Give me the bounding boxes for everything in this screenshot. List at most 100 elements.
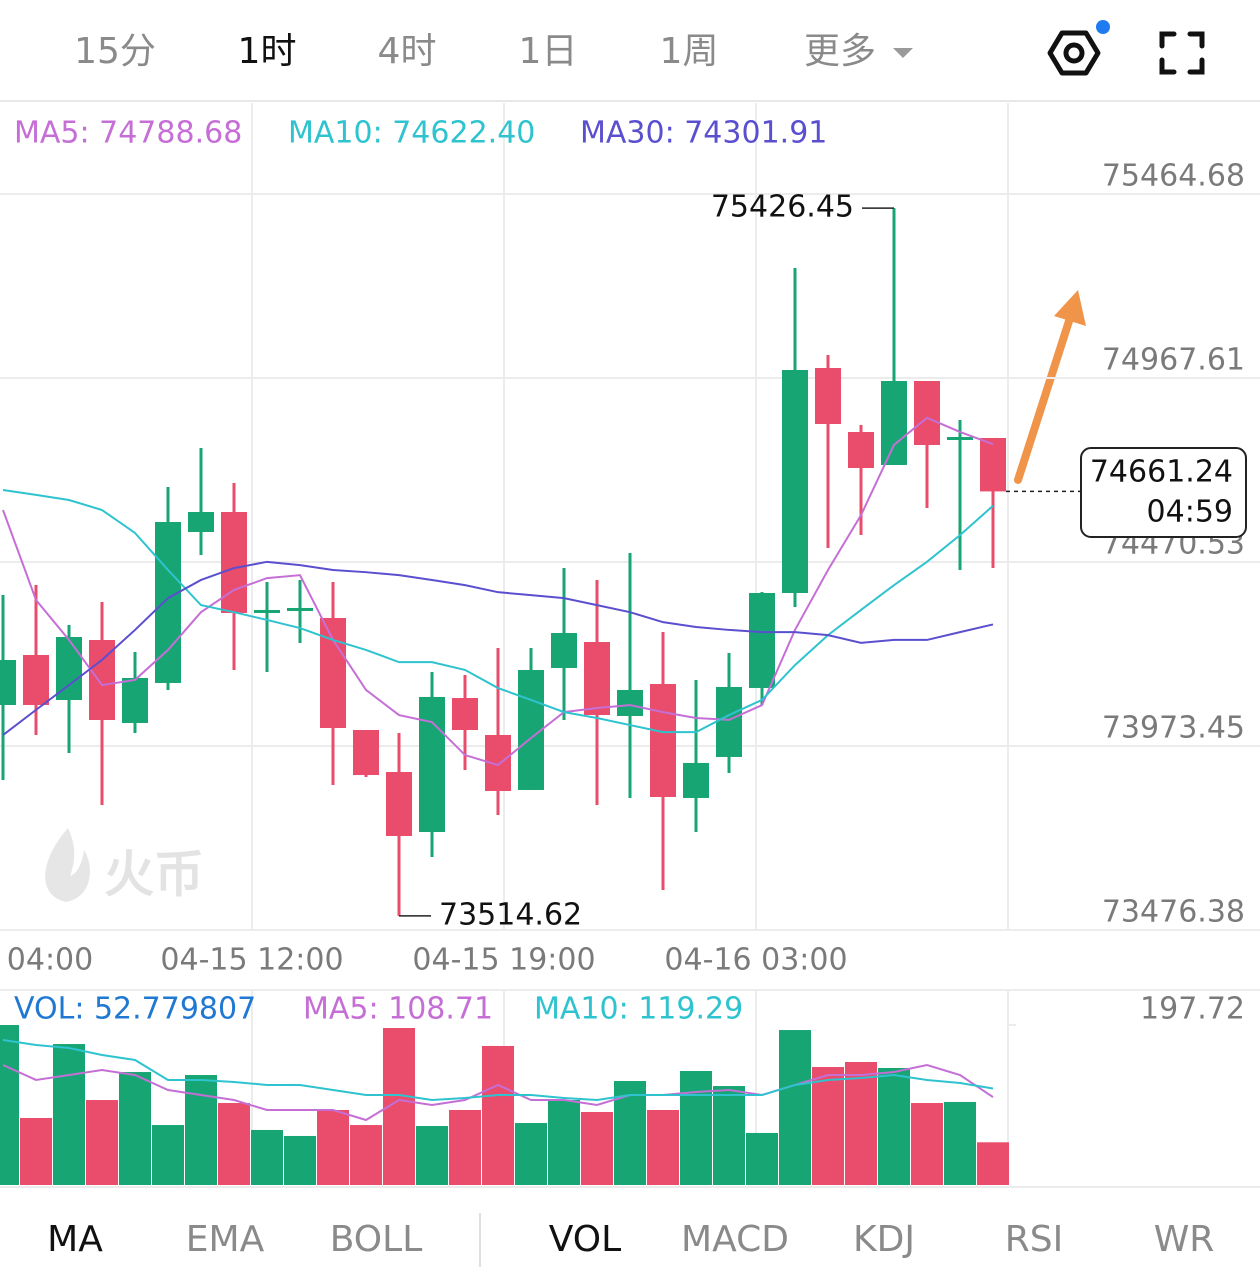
x-tick-label: 04-16 03:00	[664, 943, 847, 978]
indicator-tab[interactable]: BOLL	[330, 1219, 423, 1260]
indicator-tab[interactable]: EMA	[186, 1219, 265, 1260]
candle-body	[914, 380, 940, 445]
volume-bar	[548, 1100, 580, 1185]
ma-line	[2, 1063, 994, 1122]
volume-bar	[0, 1025, 19, 1185]
volume-bar	[944, 1101, 976, 1185]
trend-arrow	[1014, 290, 1086, 484]
volume-bar	[416, 1126, 448, 1185]
fullscreen-icon[interactable]	[1159, 31, 1205, 75]
volume-bar	[977, 1142, 1009, 1185]
candle-body	[254, 609, 280, 613]
candle-body	[419, 696, 445, 833]
candle-body	[188, 511, 214, 532]
x-tick-label: 04-15 12:00	[160, 943, 343, 978]
volume-bar	[218, 1103, 250, 1185]
candle-body	[815, 368, 841, 425]
candle-body	[782, 370, 808, 593]
legend-entry: MA30: 74301.91	[580, 116, 827, 151]
volume-bar	[647, 1109, 679, 1185]
candle-body	[617, 689, 643, 716]
x-tick-label: 04-15 19:00	[412, 943, 595, 978]
volume-bar	[779, 1030, 811, 1185]
countdown: 04:59	[1147, 495, 1233, 530]
indicator-tab[interactable]: RSI	[1005, 1219, 1063, 1260]
legend-entry: MA10: 74622.40	[288, 116, 535, 151]
y-tick-label: 74967.61	[1102, 342, 1245, 377]
volume-bar	[86, 1100, 118, 1185]
high-label: 75426.45	[711, 190, 854, 225]
legend-entry: MA5: 108.71	[303, 992, 493, 1027]
x-tick-label: 04:00	[7, 943, 93, 978]
last-price: 74661.24	[1090, 455, 1233, 490]
interval-tab[interactable]: 1时	[238, 31, 297, 72]
candle-body	[122, 677, 148, 723]
volume-bar	[53, 1044, 85, 1185]
legend-entry: MA10: 119.29	[534, 992, 743, 1027]
watermark: 火币	[45, 828, 204, 904]
candle-body	[386, 772, 412, 837]
candle-body	[683, 762, 709, 798]
indicator-tab[interactable]: KDJ	[853, 1219, 915, 1260]
candle-body	[584, 642, 610, 715]
indicator-tab[interactable]: WR	[1154, 1219, 1215, 1260]
volume-bar	[20, 1117, 52, 1185]
candle-body	[320, 617, 346, 728]
candle-body	[551, 633, 577, 668]
candle-body	[221, 511, 247, 613]
candle-body	[650, 683, 676, 797]
volume-bar	[581, 1112, 613, 1185]
volume-bar	[482, 1045, 514, 1185]
interval-tab[interactable]: 1周	[660, 31, 719, 72]
y-tick-label: 73973.45	[1102, 711, 1245, 746]
candle-body	[0, 659, 16, 706]
candle-body	[947, 437, 973, 441]
volume-bar	[713, 1086, 745, 1185]
volume-bar	[911, 1103, 943, 1185]
settings-icon[interactable]	[1047, 20, 1110, 76]
candle-body	[749, 592, 775, 688]
ma-line	[2, 560, 994, 736]
volume-bar	[746, 1132, 778, 1185]
indicator-tab[interactable]: VOL	[549, 1219, 621, 1260]
y-tick-label: 75464.68	[1102, 158, 1245, 193]
watermark-text: 火币	[104, 846, 204, 904]
more-caret[interactable]	[893, 48, 913, 58]
candle-body	[23, 654, 49, 706]
candle-body	[980, 438, 1006, 492]
volume-bar	[680, 1070, 712, 1185]
low-label: 73514.62	[439, 897, 582, 932]
candle-body	[287, 607, 313, 611]
legend-entry: MA5: 74788.68	[14, 116, 242, 151]
volume-bar	[119, 1072, 151, 1185]
indicator-tab[interactable]: MACD	[681, 1219, 789, 1260]
y-tick-label: 197.72	[1140, 992, 1245, 1027]
interval-tab[interactable]: 15分	[74, 31, 156, 72]
indicator-tabs: MA EMA BOLL VOL MACD KDJ RSI WR	[47, 1219, 1214, 1260]
interval-tab[interactable]: 4时	[378, 31, 437, 72]
candle-body	[716, 686, 742, 757]
volume-bar	[812, 1067, 844, 1185]
volume-bar	[185, 1075, 217, 1185]
volume-bar	[251, 1129, 283, 1185]
volume-bar	[152, 1125, 184, 1185]
y-tick-label: 73476.38	[1102, 895, 1245, 930]
candle-body	[353, 729, 379, 776]
ma-line	[2, 416, 994, 767]
candle-body	[155, 521, 181, 683]
volume-bar	[878, 1067, 910, 1185]
legend-entry: VOL: 52.779807	[14, 992, 256, 1027]
volume-bar	[845, 1061, 877, 1185]
candle-body	[56, 637, 82, 701]
candle-body	[881, 380, 907, 465]
indicator-tab[interactable]: MA	[47, 1219, 103, 1260]
interval-tab[interactable]: 1日	[519, 31, 578, 72]
volume-bar	[449, 1109, 481, 1185]
candle-body	[452, 698, 478, 730]
interval-tab[interactable]: 更多	[804, 31, 876, 72]
volume-bar	[350, 1125, 382, 1185]
ma-line	[2, 1039, 994, 1102]
volume-bar	[515, 1123, 547, 1185]
volume-bar	[284, 1135, 316, 1185]
